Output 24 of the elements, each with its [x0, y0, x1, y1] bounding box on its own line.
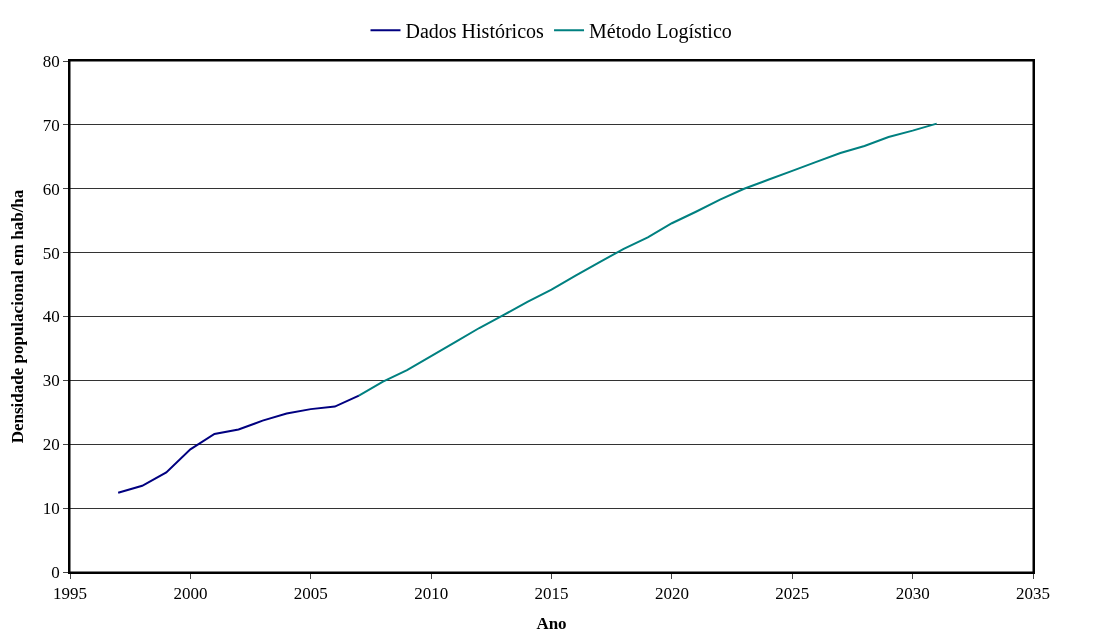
x-axis-title: Ano — [536, 614, 567, 634]
x-tick-label: 2020 — [654, 584, 689, 604]
x-tick-label: 2030 — [895, 584, 930, 604]
y-tick-label: 30 — [42, 371, 60, 391]
y-tick-label: 70 — [42, 115, 60, 135]
line-series — [117, 394, 360, 494]
y-tick-label: 80 — [42, 51, 60, 71]
legend-label: Método Logístico — [589, 20, 732, 44]
y-tick-label: 0 — [51, 562, 60, 582]
y-tick-label: 10 — [42, 499, 60, 519]
y-axis-title: Densidade populacional em hab/ha — [7, 189, 27, 444]
x-tick-label: 2000 — [173, 584, 208, 604]
y-tick-label: 40 — [42, 307, 60, 327]
x-tick-label: 2010 — [414, 584, 449, 604]
x-tick-label: 2015 — [534, 584, 569, 604]
y-tick-label: 60 — [42, 179, 60, 199]
x-tick-label: 1995 — [53, 584, 87, 604]
legend-label: Dados Históricos — [405, 20, 545, 43]
x-tick-label: 2035 — [1016, 584, 1050, 604]
x-tick-label: 2005 — [293, 584, 328, 604]
line-series — [357, 122, 938, 397]
y-tick-label: 50 — [42, 243, 60, 263]
x-tick-label: 2025 — [775, 584, 810, 604]
y-tick-label: 20 — [42, 435, 60, 455]
